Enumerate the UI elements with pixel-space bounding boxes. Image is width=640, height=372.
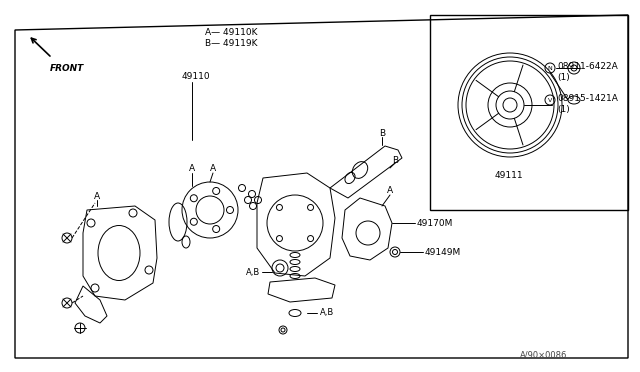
Text: FRONT: FRONT (50, 64, 84, 73)
Text: N: N (548, 65, 552, 71)
Text: 08915-1421A: 08915-1421A (557, 93, 618, 103)
Text: 49170M: 49170M (417, 218, 453, 228)
Text: B: B (379, 128, 385, 138)
Text: (1): (1) (557, 73, 570, 81)
Text: B— 49119K: B— 49119K (205, 38, 257, 48)
Text: A: A (94, 192, 100, 201)
Text: 49149M: 49149M (425, 247, 461, 257)
Text: A: A (210, 164, 216, 173)
Text: 49111: 49111 (495, 170, 524, 180)
Text: 49110: 49110 (182, 71, 211, 80)
Text: A: A (189, 164, 195, 173)
Text: V: V (548, 97, 552, 103)
Text: A— 49110K: A— 49110K (205, 28, 257, 36)
Text: B: B (392, 155, 398, 164)
Text: 08911-6422A: 08911-6422A (557, 61, 618, 71)
Text: (1): (1) (557, 105, 570, 113)
Text: A,B: A,B (320, 308, 334, 317)
Text: A: A (387, 186, 393, 195)
Text: A,B: A,B (246, 267, 260, 276)
Text: A/90×0086: A/90×0086 (520, 350, 568, 359)
